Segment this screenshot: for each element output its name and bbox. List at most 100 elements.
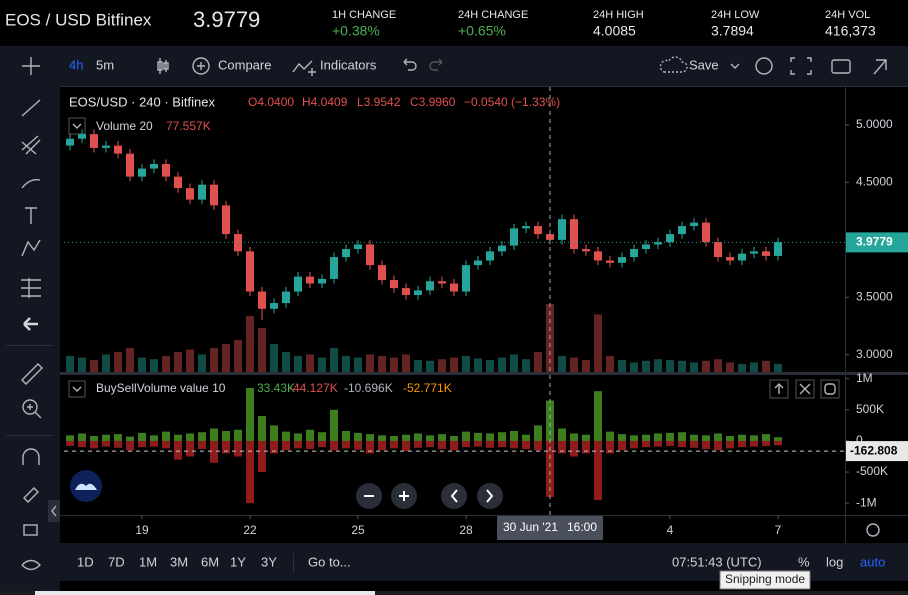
sell-bar: [318, 440, 326, 448]
sell-bar: [618, 440, 626, 451]
buy-bar: [690, 434, 698, 441]
y-tick-label: 4.5000: [856, 175, 893, 189]
volume-bar: [522, 359, 530, 372]
range[interactable]: 3M: [170, 554, 188, 569]
sell-bar: [570, 440, 578, 457]
sell-bar: [234, 440, 242, 457]
zoom-buttons[interactable]: [356, 483, 503, 509]
cloud-icon[interactable]: [659, 56, 688, 73]
fullscreen-icon[interactable]: [790, 57, 812, 75]
symbol: EOS/USD · 240 · Bitfinex: [69, 94, 215, 109]
candle-body: [78, 134, 86, 139]
log[interactable]: log: [826, 554, 843, 569]
volume-bar: [294, 356, 302, 372]
compare[interactable]: Compare: [218, 57, 271, 72]
y2-tick-label: 1M: [856, 371, 873, 385]
clock: 07:51:43 (UTC): [672, 554, 762, 569]
range[interactable]: 1M: [139, 554, 157, 569]
candle-body: [654, 242, 662, 245]
sell-bar: [270, 440, 278, 454]
sell-bar: [114, 440, 122, 448]
taskbar-edge: [0, 591, 908, 595]
range[interactable]: 1Y: [230, 554, 246, 569]
dropdown[interactable]: [730, 63, 740, 69]
buy-bar: [510, 431, 518, 441]
undo-icon[interactable]: [403, 58, 417, 71]
collapse: [72, 386, 82, 392]
candle-body: [510, 228, 518, 246]
y2-tick-label: -500K: [856, 464, 888, 478]
interval[interactable]: 5m: [96, 57, 114, 72]
sell-bar: [594, 440, 602, 501]
sell-bar: [378, 440, 386, 451]
buy-bar: [714, 433, 722, 441]
volume-bar: [570, 357, 578, 372]
candle-body: [738, 253, 746, 261]
settings-icon[interactable]: [866, 523, 880, 537]
stat-value: 416,373: [825, 23, 876, 39]
volume-bar: [210, 348, 218, 372]
publish-icon[interactable]: [873, 59, 887, 75]
buy-bar: [666, 432, 674, 441]
range[interactable]: 6M: [201, 554, 219, 569]
volume-bar: [78, 357, 86, 372]
auto[interactable]: auto: [860, 554, 885, 569]
candle-body: [174, 176, 182, 189]
sell-bar: [78, 440, 86, 448]
volume-bar: [438, 359, 446, 372]
range[interactable]: 1D: [77, 554, 94, 569]
buy-bar: [390, 435, 398, 441]
volume-bar: [690, 362, 698, 372]
sell-bar: [642, 440, 650, 448]
candle-body: [630, 249, 638, 258]
volume-bar: [150, 359, 158, 372]
drawing-tools[interactable]: [21, 57, 43, 571]
stat-value: +0.38%: [332, 23, 380, 39]
buy-bar: [78, 433, 86, 441]
volume-bar: [402, 354, 410, 372]
collapse[interactable]: [68, 380, 86, 398]
sell-bar: [222, 440, 230, 454]
sell-bar: [750, 440, 758, 447]
snapshot-icon[interactable]: [831, 59, 851, 74]
volume-bar: [366, 354, 374, 372]
price-tag-label: 3.9779: [856, 235, 893, 249]
settings-icon[interactable]: [755, 57, 773, 75]
divider: [60, 86, 908, 87]
sell-bar: [762, 440, 770, 446]
volume-bar: [414, 360, 422, 372]
buy-bar: [570, 433, 578, 441]
range[interactable]: 3Y: [261, 554, 277, 569]
goto[interactable]: Go to...: [308, 554, 351, 569]
volume-bar: [738, 364, 746, 372]
x-tick-label: 7: [775, 523, 782, 537]
sell-bar: [510, 440, 518, 449]
indicator-value: -10.696K: [344, 381, 393, 395]
sell-bar: [306, 440, 314, 450]
interval[interactable]: 4h: [69, 57, 83, 72]
percent[interactable]: %: [798, 554, 810, 569]
redo-icon[interactable]: [429, 58, 443, 71]
sidebar-toggle[interactable]: [48, 500, 60, 522]
buy-bar: [750, 435, 758, 441]
volume-bar: [666, 360, 674, 372]
x-tick-label: 22: [243, 523, 257, 537]
pane-buttons[interactable]: [769, 379, 840, 399]
buy-bar: [186, 433, 194, 441]
sell-bar: [726, 440, 734, 449]
volume-bar: [534, 352, 542, 372]
compare-icon[interactable]: [192, 57, 210, 75]
save[interactable]: Save: [689, 57, 719, 72]
volume-bar: [642, 360, 650, 372]
stat-label: 24H VOL: [825, 9, 870, 21]
collapse[interactable]: [68, 117, 86, 135]
buy-bar: [546, 400, 554, 441]
range[interactable]: 7D: [108, 554, 125, 569]
buy-bar: [522, 434, 530, 441]
candle-icon[interactable]: [157, 58, 169, 74]
sell-bar: [102, 440, 110, 447]
indicators[interactable]: Indicators: [320, 57, 377, 72]
volume-value: 77.557K: [166, 119, 211, 133]
candle-body: [330, 257, 338, 279]
indicators-icon[interactable]: [292, 60, 316, 76]
